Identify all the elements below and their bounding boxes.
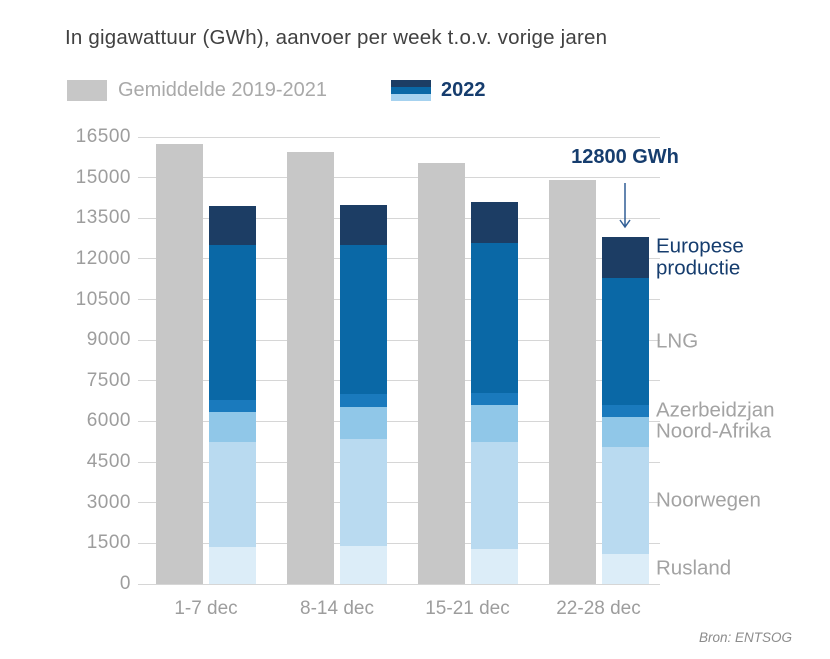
legend-label-2022: 2022 xyxy=(441,79,486,101)
y-tick-label: 6000 xyxy=(86,410,131,432)
stacked-bar-segment xyxy=(340,204,387,246)
source-note: Bron: ENTSOG xyxy=(698,630,792,645)
stacked-bar-segment xyxy=(340,245,387,395)
gridline xyxy=(138,136,660,138)
stacked-bar-segment xyxy=(209,206,256,246)
legend-label-average: Gemiddelde 2019-2021 xyxy=(118,79,328,101)
y-tick-label: 1500 xyxy=(86,532,131,554)
legend-swatch-band-top xyxy=(391,80,431,87)
stacked-bar-segment xyxy=(340,439,387,547)
stacked-bar-segment xyxy=(602,447,649,555)
legend-swatch-2022 xyxy=(391,80,431,101)
gridline xyxy=(138,420,660,422)
stacked-bar-segment xyxy=(340,546,387,584)
stacked-bar-segment xyxy=(209,245,256,400)
average-bar xyxy=(418,162,465,584)
annotation-value: 12800 GWh xyxy=(571,146,679,168)
gridline xyxy=(138,380,660,382)
gridline xyxy=(138,339,660,341)
y-tick-label: 13500 xyxy=(75,207,131,229)
legend-swatch-average xyxy=(67,80,107,101)
y-tick-label: 0 xyxy=(119,573,131,594)
series-label: Europese productie xyxy=(656,234,744,280)
gridline xyxy=(138,461,660,463)
gridline xyxy=(138,258,660,260)
average-bar xyxy=(156,143,203,584)
average-bar xyxy=(287,151,334,584)
y-tick-label: 12000 xyxy=(75,247,131,269)
stacked-bar-segment xyxy=(209,411,256,442)
x-tick-label: 1-7 dec xyxy=(174,598,238,619)
stacked-bar-segment xyxy=(471,393,518,406)
x-tick-label: 8-14 dec xyxy=(300,598,374,619)
legend-swatch-band-bottom xyxy=(391,94,431,101)
x-tick-label: 15-21 dec xyxy=(425,598,510,619)
series-label: Noord-Afrika xyxy=(656,420,772,444)
legend-swatch-band-mid xyxy=(391,87,431,94)
y-tick-label: 10500 xyxy=(75,288,131,310)
stacked-bar-segment xyxy=(471,405,518,442)
y-tick-label: 3000 xyxy=(86,491,131,513)
stacked-bar-segment xyxy=(471,548,518,584)
series-label: Rusland xyxy=(656,556,732,580)
stacked-bar-segment xyxy=(209,441,256,548)
stacked-bar-segment xyxy=(602,554,649,584)
y-tick-label: 7500 xyxy=(86,369,131,391)
annotation-arrow-icon xyxy=(619,183,631,229)
stacked-bar-segment xyxy=(471,242,518,393)
y-tick-label: 15000 xyxy=(75,166,131,188)
gridline xyxy=(138,217,660,219)
y-tick-label: 4500 xyxy=(86,451,131,473)
stacked-bar-segment xyxy=(602,277,649,406)
y-tick-label: 16500 xyxy=(75,126,131,147)
stacked-bar-segment xyxy=(602,417,649,448)
stacked-bar-segment xyxy=(340,394,387,407)
stacked-bar-segment xyxy=(471,441,518,549)
series-label: Noorwegen xyxy=(656,488,761,512)
gridline xyxy=(138,542,660,544)
stacked-bar-segment xyxy=(209,399,256,412)
y-tick-label: 9000 xyxy=(86,329,131,351)
series-label: LNG xyxy=(656,329,699,353)
stacked-bar-segment xyxy=(471,202,518,243)
x-tick-label: 22-28 dec xyxy=(556,598,641,619)
stacked-bar-segment xyxy=(340,406,387,440)
stacked-bar-segment xyxy=(602,237,649,278)
stacked-bar-segment xyxy=(209,547,256,584)
stacked-bar-segment xyxy=(602,405,649,418)
gridline xyxy=(138,299,660,301)
gridline xyxy=(138,177,660,179)
average-bar xyxy=(549,180,596,584)
series-label: Azerbeidzjan xyxy=(656,399,775,423)
gridline xyxy=(138,502,660,504)
gridline xyxy=(138,583,660,585)
chart-title: In gigawattuur (GWh), aanvoer per week t… xyxy=(65,26,608,49)
